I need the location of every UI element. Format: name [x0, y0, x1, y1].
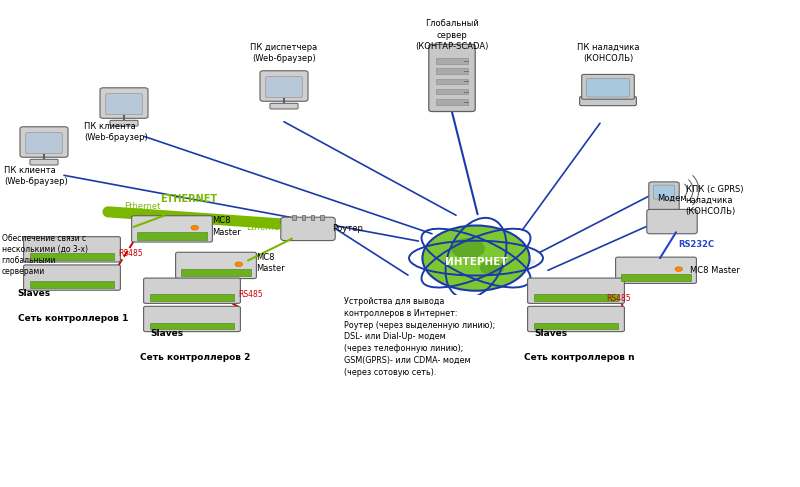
Text: RS485: RS485	[118, 249, 143, 258]
FancyBboxPatch shape	[579, 96, 637, 106]
FancyBboxPatch shape	[30, 159, 58, 165]
FancyBboxPatch shape	[528, 306, 624, 332]
Bar	[292, 215, 296, 220]
FancyBboxPatch shape	[649, 182, 679, 217]
FancyBboxPatch shape	[266, 76, 302, 97]
FancyBboxPatch shape	[528, 278, 624, 303]
Bar	[181, 269, 251, 276]
Circle shape	[191, 225, 198, 230]
Text: Сеть контроллеров 1: Сеть контроллеров 1	[18, 314, 128, 323]
Text: КПК (с GPRS)
наладчика
(КОНСОЛЬ): КПК (с GPRS) наладчика (КОНСОЛЬ)	[686, 185, 743, 216]
Text: Slaves: Slaves	[150, 329, 183, 337]
FancyBboxPatch shape	[26, 132, 62, 153]
Text: Сеть контроллеров n: Сеть контроллеров n	[524, 353, 634, 362]
Bar	[436, 89, 468, 94]
Text: Модем: Модем	[657, 194, 687, 203]
Text: Устройства для вывода
контроллеров в Интернет:
Роутер (через выделенную линию);
: Устройства для вывода контроллеров в Инт…	[344, 297, 495, 377]
Text: ПК диспетчера
(Web-браузер): ПК диспетчера (Web-браузер)	[250, 43, 318, 63]
FancyBboxPatch shape	[270, 103, 298, 109]
Bar	[534, 322, 618, 329]
Bar	[150, 294, 234, 301]
Text: RS485: RS485	[606, 294, 631, 302]
FancyBboxPatch shape	[429, 44, 475, 112]
Text: ETHERNET: ETHERNET	[160, 193, 217, 204]
Bar	[30, 253, 114, 260]
Text: Ethernet: Ethernet	[124, 202, 160, 211]
Circle shape	[451, 238, 485, 259]
Bar	[302, 215, 306, 220]
Text: MC8
Master: MC8 Master	[256, 253, 285, 273]
Text: Slaves: Slaves	[534, 329, 567, 337]
FancyBboxPatch shape	[582, 75, 634, 99]
Text: Сеть контроллеров 2: Сеть контроллеров 2	[140, 353, 250, 362]
Bar	[436, 69, 468, 74]
Text: ПК клиента
(Web-браузер): ПК клиента (Web-браузер)	[84, 122, 148, 142]
Bar	[534, 294, 618, 301]
Text: Глобальный
сервер
(КОНТАР-SCADA): Глобальный сервер (КОНТАР-SCADA)	[415, 19, 489, 51]
Text: Slaves: Slaves	[18, 289, 50, 298]
Bar	[310, 215, 314, 220]
Circle shape	[480, 261, 504, 275]
FancyBboxPatch shape	[281, 217, 335, 241]
Bar	[150, 322, 234, 329]
Text: ПК наладчика
(КОНСОЛЬ): ПК наладчика (КОНСОЛЬ)	[577, 43, 639, 63]
FancyBboxPatch shape	[144, 306, 240, 332]
Bar	[436, 78, 468, 84]
Text: MC8
Master: MC8 Master	[212, 216, 241, 237]
Bar	[137, 232, 207, 240]
FancyBboxPatch shape	[23, 265, 120, 290]
FancyBboxPatch shape	[106, 94, 142, 114]
Ellipse shape	[424, 254, 536, 270]
FancyBboxPatch shape	[616, 257, 696, 283]
Text: RS485: RS485	[238, 290, 263, 299]
FancyBboxPatch shape	[654, 185, 674, 199]
FancyBboxPatch shape	[260, 71, 308, 101]
Bar	[436, 99, 468, 105]
Bar	[621, 274, 691, 281]
Text: Роутер: Роутер	[332, 225, 363, 233]
FancyBboxPatch shape	[100, 88, 148, 118]
Text: ИНТЕРНЕТ: ИНТЕРНЕТ	[445, 258, 507, 267]
FancyBboxPatch shape	[586, 78, 630, 97]
Bar	[30, 281, 114, 288]
Circle shape	[675, 267, 682, 271]
FancyBboxPatch shape	[176, 252, 256, 279]
FancyBboxPatch shape	[144, 278, 240, 303]
Bar	[436, 58, 468, 64]
Text: Ethernet: Ethernet	[246, 223, 282, 232]
Text: ПК клиента
(Web-браузер): ПК клиента (Web-браузер)	[4, 166, 68, 186]
Circle shape	[235, 262, 242, 266]
Circle shape	[422, 225, 530, 291]
FancyBboxPatch shape	[110, 120, 138, 126]
Text: Обеспечение связи с
несколькими (до 3-х)
глобальными
серверами: Обеспечение связи с несколькими (до 3-х)…	[2, 234, 88, 276]
FancyBboxPatch shape	[23, 237, 120, 262]
FancyBboxPatch shape	[646, 209, 697, 234]
Text: RS232C: RS232C	[678, 240, 714, 249]
Text: MC8 Master: MC8 Master	[690, 266, 739, 275]
Bar	[320, 215, 324, 220]
FancyBboxPatch shape	[131, 216, 212, 242]
FancyBboxPatch shape	[20, 127, 68, 157]
Text: Устройства для вывода
контроллеров в Интернет:
Роутер (через выделенную линию);
: Устройства для вывода контроллеров в Инт…	[344, 297, 495, 373]
